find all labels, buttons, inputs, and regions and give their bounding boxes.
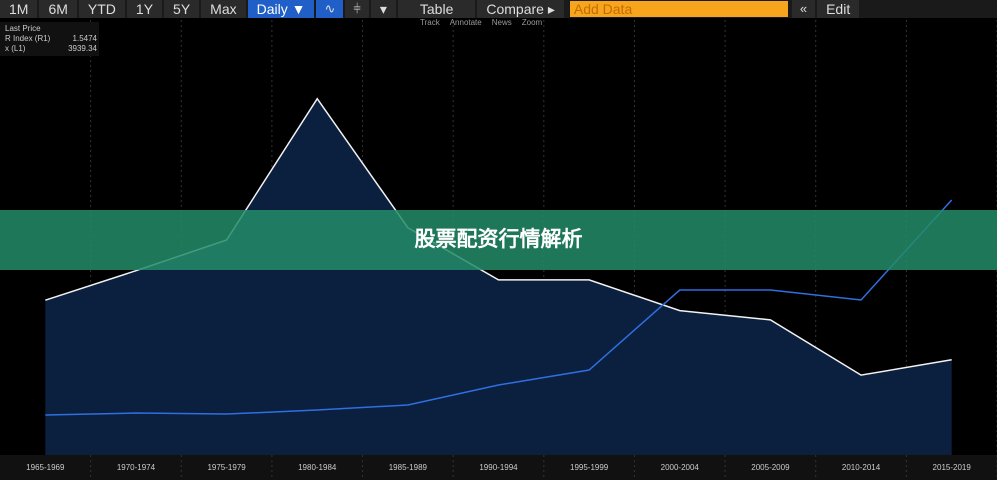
series-line <box>45 199 953 416</box>
x-tick-label: 1965-1969 <box>26 463 65 472</box>
legend-name: R Index (R1) <box>5 34 51 43</box>
range-button[interactable]: YTD <box>78 0 125 18</box>
legend-name: x (L1) <box>5 44 26 53</box>
line-chart-icon[interactable]: ∿ <box>316 0 344 18</box>
subtools: Track Annotate News Zoom <box>420 18 542 29</box>
add-data-input[interactable]: Add Data <box>569 1 788 17</box>
x-tick-label: 1985-1989 <box>389 463 428 472</box>
x-tick-label: 1990-1994 <box>479 463 518 472</box>
track-tool[interactable]: Track <box>420 18 440 27</box>
area <box>45 98 952 455</box>
x-tick-label: 1975-1979 <box>207 463 246 472</box>
legend-title: Last Price <box>5 24 41 33</box>
edit-button[interactable]: Edit <box>817 0 860 18</box>
annotate-tool[interactable]: Annotate <box>449 18 482 27</box>
legend-value: 3939.34 <box>68 44 97 53</box>
zoom-tool[interactable]: Zoom <box>521 18 543 27</box>
legend: Last Price R Index (R1) 1.5474 x (L1) 3939… <box>0 22 99 56</box>
x-tick-label: 2010-2014 <box>842 463 881 472</box>
range-button[interactable]: 1Y <box>126 0 163 18</box>
bar-chart-icon[interactable]: ⫩ <box>345 0 369 18</box>
x-tick-label: 1995-1999 <box>570 463 609 472</box>
range-button[interactable]: Max <box>201 0 246 18</box>
toolbar: 1M 6M YTD 1Y 5Y Max Daily ▼ ∿ ⫩ ▾ Table … <box>0 0 997 18</box>
news-tool[interactable]: News <box>491 18 512 27</box>
x-tick-label: 1970-1974 <box>117 463 156 472</box>
banner: 股票配资行情解析 <box>0 210 997 270</box>
legend-value: 1.5474 <box>72 34 97 43</box>
chart-type-dropdown[interactable]: ▾ <box>370 0 396 18</box>
range-button[interactable]: 1M <box>0 0 38 18</box>
table-button[interactable]: Table <box>397 0 476 18</box>
range-button[interactable]: 6M <box>39 0 77 18</box>
collapse-icon[interactable]: « <box>791 0 816 18</box>
x-tick-label: 2015-2019 <box>933 463 972 472</box>
frequency-button[interactable]: Daily ▼ <box>247 0 315 18</box>
compare-button[interactable]: Compare ▸ <box>477 0 564 18</box>
x-tick-label: 2000-2004 <box>661 463 700 472</box>
x-tick-label: 1980-1984 <box>298 463 337 472</box>
x-axis-band <box>0 455 997 480</box>
range-button[interactable]: 5Y <box>164 0 200 18</box>
x-tick-label: 2005-2009 <box>751 463 790 472</box>
